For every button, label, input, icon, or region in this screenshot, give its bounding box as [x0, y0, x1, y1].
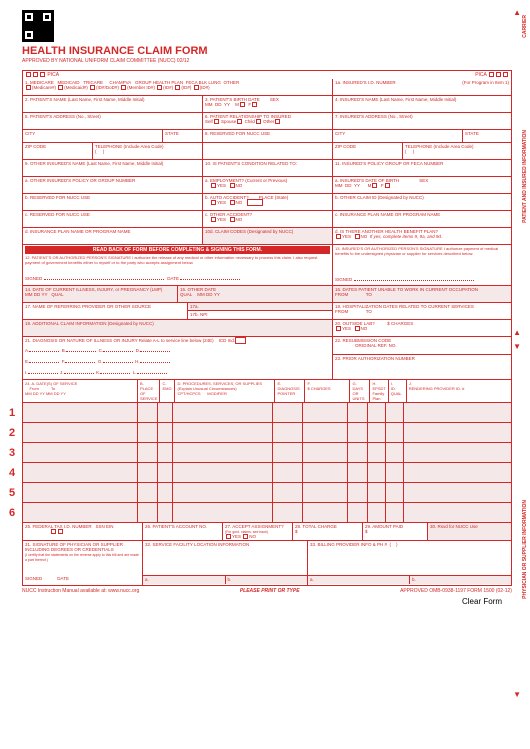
field-11b-other-claim[interactable]: b. OTHER CLAIM ID (Designated by NUCC): [333, 194, 511, 210]
field-17-referring[interactable]: 17. NAME OF REFERRING PROVIDER OR OTHER …: [23, 303, 188, 319]
patient-city[interactable]: CITY: [23, 130, 163, 142]
service-line-3[interactable]: 3NPI: [23, 443, 511, 463]
insured-zip[interactable]: ZIP CODE: [333, 143, 403, 159]
field-10d-codes[interactable]: 10d. CLAIM CODES (Designated by NUCC): [203, 228, 333, 244]
field-26-account[interactable]: 26. PATIENT'S ACCOUNT NO.: [143, 523, 223, 540]
pica-right: PICA: [475, 72, 509, 78]
form-title: HEALTH INSURANCE CLAIM FORM: [22, 45, 512, 57]
field-9a[interactable]: a. OTHER INSURED'S POLICY OR GROUP NUMBE…: [23, 177, 203, 193]
field-6-relationship[interactable]: 6. PATIENT RELATIONSHIP TO INSURED Self …: [203, 113, 333, 129]
pica-row: PICA PICA: [23, 71, 511, 79]
field-13-signature[interactable]: 13. INSURED'S OR AUTHORIZED PERSON'S SIG…: [333, 245, 511, 285]
insured-state[interactable]: STATE: [463, 130, 511, 142]
field-11c-plan[interactable]: c. INSURANCE PLAN NAME OR PROGRAM NAME: [333, 211, 511, 227]
insured-phone[interactable]: TELEPHONE (Include Area Code)( ): [403, 143, 511, 159]
field-1a-insured-id[interactable]: 1a. INSURED'S I.D. NUMBER(For Program in…: [333, 79, 511, 95]
field-1-insurance-type[interactable]: 1. MEDICARE MEDICAID TRICARE CHAMPVA GRO…: [23, 79, 333, 95]
physician-label: PHYSICIAN OR SUPPLIER INFORMATION: [522, 500, 528, 599]
arrow-up-2: ▲: [513, 328, 521, 337]
col-24c: C.EMG: [160, 380, 175, 402]
field-2-patient-name[interactable]: 2. PATIENT'S NAME (Last Name, First Name…: [23, 96, 203, 112]
carrier-label: CARRIER: [522, 15, 528, 38]
field-19-additional[interactable]: 19. ADDITIONAL CLAIM INFORMATION (Design…: [23, 320, 333, 336]
field-10b-auto[interactable]: b. AUTO ACCIDENT? PLACE (State) YES NO: [203, 194, 333, 210]
col-24g: G.DAYS OR UNITS: [350, 380, 370, 402]
field-32-facility[interactable]: 32. SERVICE FACILITY LOCATION INFORMATIO…: [143, 541, 308, 585]
field-27-assignment[interactable]: 27. ACCEPT ASSIGNMENT?(For govt. claims,…: [223, 523, 293, 540]
form-grid: PICA PICA 1. MEDICARE MEDICAID TRICARE C…: [22, 70, 512, 586]
field-11-policy[interactable]: 11. INSURED'S POLICY GROUP OR FECA NUMBE…: [333, 160, 511, 176]
field-28-total[interactable]: 28. TOTAL CHARGE$: [293, 523, 363, 540]
service-line-6[interactable]: 6NPI: [23, 503, 511, 523]
field-20-outside-lab[interactable]: 20. OUTSIDE LAB? $ CHARGES YES NO: [333, 320, 511, 336]
patient-state[interactable]: STATE: [163, 130, 203, 142]
field-22-23[interactable]: 22. RESUBMISSION CODE ORIGINAL REF. NO. …: [333, 337, 511, 379]
field-8-reserved: 8. RESERVED FOR NUCC USE: [203, 130, 333, 142]
field-10-condition: 10. IS PATIENT'S CONDITION RELATED TO:: [203, 160, 333, 176]
col-24e: E.DIAGNOSIS POINTER: [275, 380, 305, 402]
pica-left: PICA: [25, 72, 59, 78]
field-18-hospitalization[interactable]: 18. HOSPITALIZATION DATES RELATED TO CUR…: [333, 303, 511, 319]
field-9-other-insured[interactable]: 9. OTHER INSURED'S NAME (Last Name, Firs…: [23, 160, 203, 176]
col-24h: H.EPSDT Family Plan: [370, 380, 388, 402]
field-21-diagnosis[interactable]: 21. DIAGNOSIS OR NATURE OF ILLNESS OR IN…: [23, 337, 333, 379]
field-25-tax-id[interactable]: 25. FEDERAL TAX I.D. NUMBER SSN EIN: [23, 523, 143, 540]
claim-form: HEALTH INSURANCE CLAIM FORM APPROVED BY …: [22, 10, 512, 730]
arrow-down: ▼: [513, 342, 521, 351]
footer-right: APPROVED OMB-0938-1197 FORM 1500 (02-12): [400, 588, 512, 594]
clear-form-button[interactable]: Clear Form: [22, 597, 512, 606]
insured-city[interactable]: CITY: [333, 130, 463, 142]
field-4-insured-name[interactable]: 4. INSURED'S NAME (Last Name, First Name…: [333, 96, 511, 112]
col-24a: 24. A. DATE(S) OF SERVICE From To MM DD …: [23, 380, 138, 402]
field-11a-dob[interactable]: a. INSURED'S DATE OF BIRTH SEX MM DD YY …: [333, 177, 511, 193]
field-16-unable-work[interactable]: 16. DATES PATIENT UNABLE TO WORK IN CURR…: [333, 286, 511, 302]
field-11d-another-plan[interactable]: d. IS THERE ANOTHER HEALTH BENEFIT PLAN?…: [333, 228, 511, 244]
footer: NUCC Instruction Manual available at: ww…: [22, 588, 512, 594]
arrow-down-2: ▼: [513, 690, 521, 699]
field-10c-other-accident[interactable]: c. OTHER ACCIDENT? YES NO: [203, 211, 333, 227]
field-7-insured-address[interactable]: 7. INSURED'S ADDRESS (No., Street): [333, 113, 511, 129]
field-33-billing[interactable]: 33. BILLING PROVIDER INFO & PH # ( ) a. …: [308, 541, 511, 585]
field-12-signature[interactable]: READ BACK OF FORM BEFORE COMPLETING & SI…: [23, 245, 333, 285]
field-17ab[interactable]: 17a. 17b. NPI: [188, 303, 333, 319]
footer-mid: PLEASE PRINT OR TYPE: [240, 588, 300, 594]
service-line-2[interactable]: 2NPI: [23, 423, 511, 443]
patient-info-label: PATIENT AND INSURED INFORMATION: [522, 130, 528, 223]
field-3-birth-date[interactable]: 3. PATIENT'S BIRTH DATE SEX MM DD YY M F: [203, 96, 333, 112]
qr-code: [22, 10, 54, 42]
field-31-signature[interactable]: 31. SIGNATURE OF PHYSICIAN OR SUPPLIER I…: [23, 541, 143, 585]
service-line-1[interactable]: 1NPI: [23, 403, 511, 423]
col-24j: J.RENDERING PROVIDER ID. #: [407, 380, 511, 402]
service-line-5[interactable]: 5NPI: [23, 483, 511, 503]
field-14-date-illness[interactable]: 14. DATE OF CURRENT ILLNESS, INJURY, or …: [23, 286, 178, 302]
service-line-4[interactable]: 4NPI: [23, 463, 511, 483]
col-24f: F.$ CHARGES: [305, 380, 350, 402]
reserved-8-cont: [203, 143, 333, 159]
field-29-paid[interactable]: 29. AMOUNT PAID$: [363, 523, 428, 540]
patient-zip[interactable]: ZIP CODE: [23, 143, 93, 159]
patient-phone[interactable]: TELEPHONE (Include Area Code)( ): [93, 143, 203, 159]
field-9d[interactable]: d. INSURANCE PLAN NAME OR PROGRAM NAME: [23, 228, 203, 244]
form-subtitle: APPROVED BY NATIONAL UNIFORM CLAIM COMMI…: [22, 58, 512, 64]
col-24d: D. PROCEDURES, SERVICES, OR SUPPLIES(Exp…: [175, 380, 275, 402]
footer-left: NUCC Instruction Manual available at: ww…: [22, 588, 139, 594]
field-30-rsvd: 30. Rsvd for NUCC Use: [428, 523, 511, 540]
col-24b: B.PLACE OF SERVICE: [138, 380, 160, 402]
field-9b: b. RESERVED FOR NUCC USE: [23, 194, 203, 210]
arrow-up: ▲: [513, 8, 521, 17]
read-back-banner: READ BACK OF FORM BEFORE COMPLETING & SI…: [25, 246, 330, 254]
field-10a-employment[interactable]: a. EMPLOYMENT? (Current or Previous) YES…: [203, 177, 333, 193]
col-24i: I.ID. QUAL: [389, 380, 407, 402]
field-5-patient-address[interactable]: 5. PATIENT'S ADDRESS (No., Street): [23, 113, 203, 129]
field-15-other-date[interactable]: 15. OTHER DATE QUAL MM DD YY: [178, 286, 333, 302]
field-9c: c. RESERVED FOR NUCC USE: [23, 211, 203, 227]
